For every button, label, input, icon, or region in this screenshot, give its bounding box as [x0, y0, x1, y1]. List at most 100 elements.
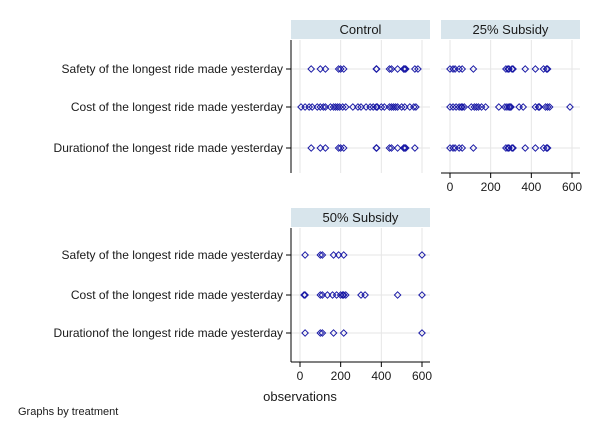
marker-0-2-4 [336, 144, 345, 152]
marker-2-1-9 [339, 291, 348, 299]
panel-header-2 [291, 208, 430, 227]
marker-0-2-7 [372, 144, 381, 152]
marker-1-1-20 [519, 103, 528, 111]
marker-0-0-3 [334, 65, 343, 73]
marker-0-1-31 [400, 103, 409, 111]
marker-1-0-5 [469, 65, 478, 73]
marker-2-2-1 [316, 329, 325, 337]
marker-1-1-4 [457, 103, 466, 111]
marker-0-1-2 [305, 103, 314, 111]
marker-1-2-1 [449, 144, 457, 152]
marker-0-1-23 [377, 103, 386, 111]
y-tick-label-2-1: Cost of the longest ride made yesterday [71, 288, 283, 302]
marker-0-1-33 [409, 103, 418, 111]
marker-1-1-26 [545, 103, 554, 111]
marker-0-1-19 [366, 103, 375, 111]
marker-0-0-11 [399, 65, 408, 73]
marker-0-1-4 [313, 103, 322, 111]
marker-2-2-5 [418, 329, 426, 337]
marker-0-2-5 [339, 144, 348, 152]
marker-1-1-27 [566, 103, 574, 111]
marker-2-0-1 [316, 251, 325, 259]
marker-0-1-5 [316, 103, 325, 111]
graphs-by-note: Graphs by treatment [18, 406, 118, 418]
x-tick-label-1-0: 0 [447, 180, 454, 194]
marker-2-1-7 [336, 291, 345, 299]
marker-2-0-4 [334, 251, 343, 259]
x-tick-label-2-1: 200 [331, 369, 351, 383]
marker-0-2-3 [334, 144, 343, 152]
marker-0-1-30 [397, 103, 406, 111]
marker-0-1-11 [333, 103, 342, 111]
x-tick-label-1-3: 600 [562, 180, 582, 194]
panel-title-0: Control [340, 22, 382, 37]
marker-2-1-3 [318, 291, 327, 299]
marker-2-1-4 [323, 291, 332, 299]
x-tick-label-2-2: 400 [371, 369, 391, 383]
panel-title-1: 25% Subsidy [473, 22, 549, 37]
marker-1-0-11 [521, 65, 530, 73]
y-tick-label-2-0: Safety of the longest ride made yesterda… [62, 248, 283, 262]
marker-1-2-0 [446, 144, 454, 152]
marker-2-2-0 [301, 329, 309, 337]
marker-0-0-4 [336, 65, 345, 73]
marker-2-0-0 [301, 251, 309, 259]
marker-0-1-24 [380, 103, 389, 111]
marker-1-1-10 [474, 103, 483, 111]
marker-0-0-12 [400, 65, 409, 73]
marker-1-1-0 [446, 103, 454, 111]
marker-2-1-1 [301, 291, 309, 299]
marker-0-1-28 [391, 103, 400, 111]
marker-0-1-34 [411, 103, 420, 111]
marker-1-1-13 [494, 103, 503, 111]
marker-0-2-10 [393, 144, 402, 152]
marker-1-2-10 [509, 144, 517, 152]
marker-1-2-6 [502, 144, 510, 152]
y-tick-label-0-1: Cost of the longest ride made yesterday [71, 100, 283, 114]
marker-1-1-7 [467, 103, 476, 111]
panel-header-0 [291, 20, 430, 39]
marker-0-2-0 [307, 144, 316, 152]
marker-1-1-5 [458, 103, 467, 111]
marker-1-1-2 [452, 103, 461, 111]
marker-0-0-7 [372, 65, 381, 73]
marker-2-1-13 [393, 291, 402, 299]
marker-0-0-8 [385, 65, 394, 73]
marker-1-1-16 [505, 103, 513, 111]
marker-2-1-14 [418, 291, 426, 299]
marker-1-2-9 [508, 144, 516, 152]
marker-0-1-17 [357, 103, 365, 111]
y-tick-label-0-2: Durationof the longest ride made yesterd… [54, 141, 283, 155]
marker-1-0-3 [455, 65, 464, 73]
marker-1-1-18 [507, 103, 515, 111]
y-tick-label-2-2: Durationof the longest ride made yesterd… [54, 326, 283, 340]
marker-2-1-10 [341, 291, 350, 299]
marker-1-2-11 [521, 144, 530, 152]
marker-0-0-0 [307, 65, 316, 73]
marker-0-2-2 [321, 144, 330, 152]
marker-0-2-1 [316, 144, 325, 152]
marker-2-2-4 [339, 329, 348, 337]
marker-0-0-15 [414, 65, 422, 73]
y-tick-label-0-0: Safety of the longest ride made yesterda… [62, 62, 283, 76]
x-tick-label-1-2: 400 [521, 180, 541, 194]
marker-1-1-25 [543, 103, 552, 111]
marker-0-1-13 [338, 103, 347, 111]
x-tick-label-2-3: 600 [412, 369, 432, 383]
x-tick-label-1-1: 200 [481, 180, 501, 194]
marker-2-1-2 [316, 291, 325, 299]
marker-1-0-1 [449, 65, 457, 73]
marker-1-1-9 [472, 103, 481, 111]
marker-0-1-8 [326, 103, 335, 111]
marker-2-1-12 [361, 291, 369, 299]
marker-1-0-10 [509, 65, 517, 73]
marker-0-2-13 [401, 144, 410, 152]
marker-0-0-2 [321, 65, 330, 73]
marker-1-1-3 [455, 103, 464, 111]
marker-1-1-17 [506, 103, 514, 111]
panel-header-1 [441, 20, 580, 39]
x-tick-label-2-0: 0 [297, 369, 304, 383]
marker-0-2-14 [410, 144, 419, 152]
marker-0-0-14 [410, 65, 419, 73]
